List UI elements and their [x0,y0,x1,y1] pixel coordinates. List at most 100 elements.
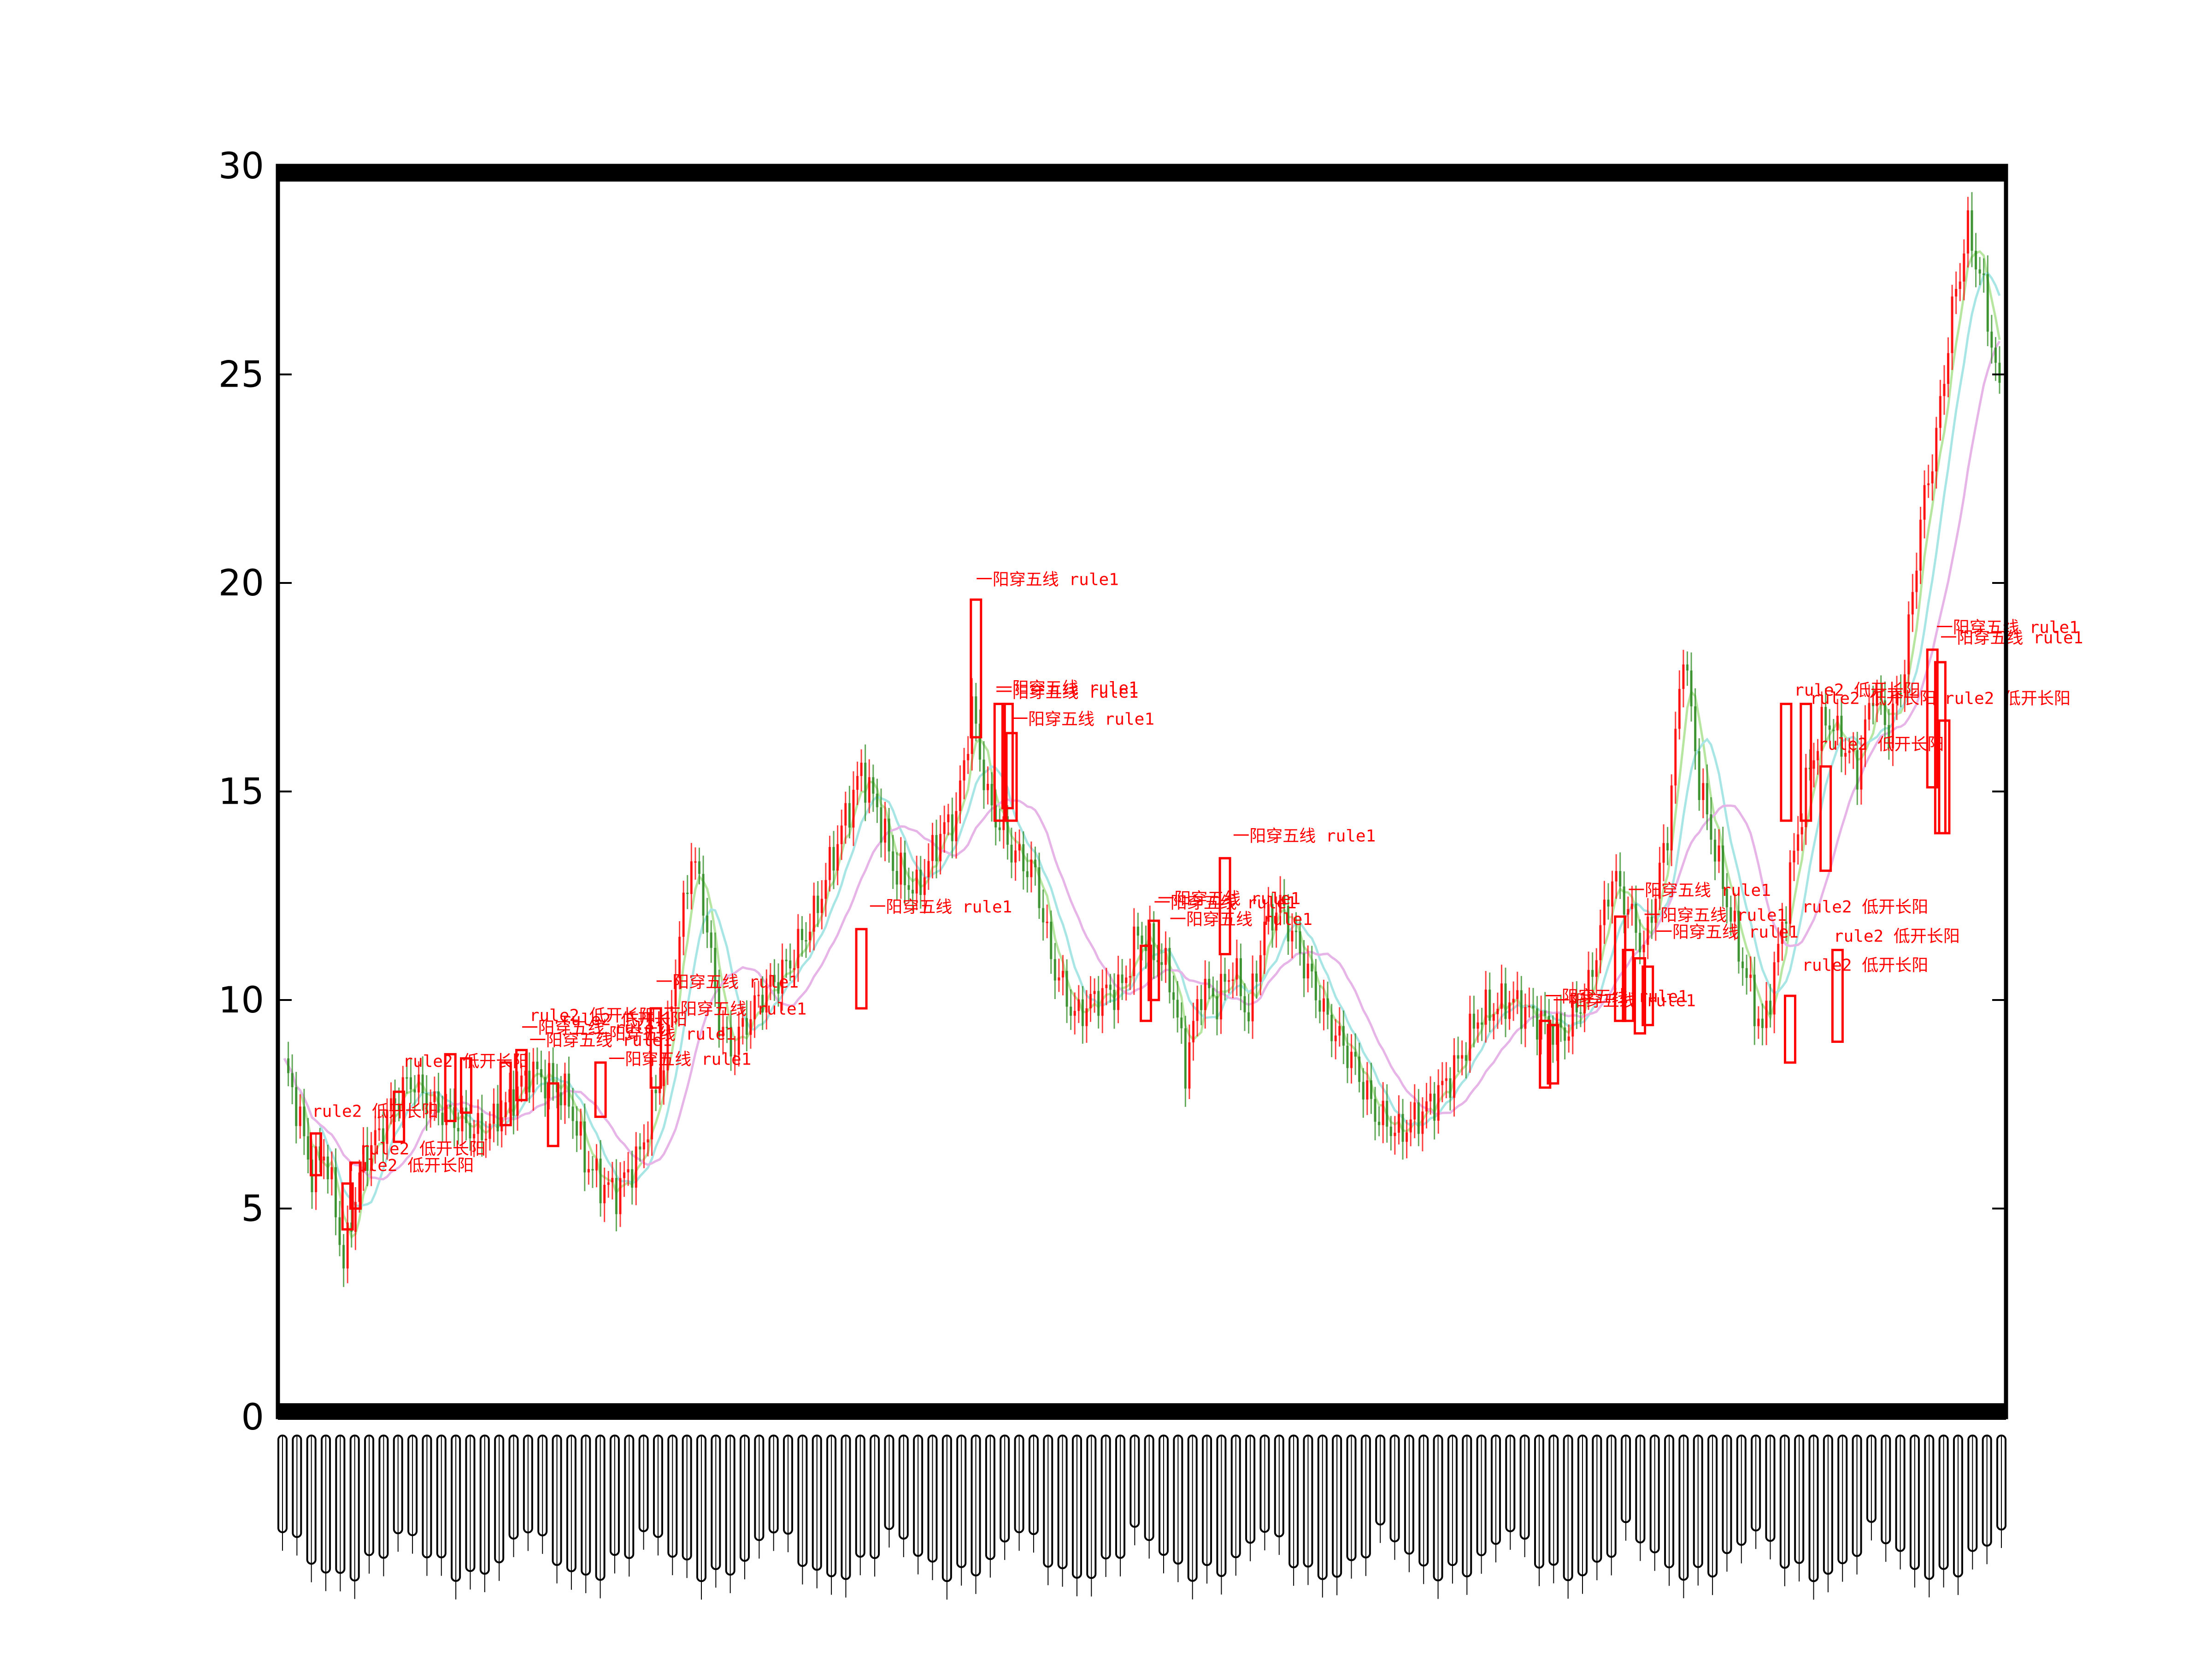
candle-body [1287,906,1289,941]
candle [1860,735,1863,805]
candle [1445,1062,1447,1099]
candle [856,761,859,805]
candle-body [1294,930,1298,932]
candle-body [1362,1082,1365,1100]
candle [1097,976,1100,1029]
candle [1247,994,1250,1034]
candle [1160,943,1163,981]
candle-body [1607,900,1610,907]
highlight-box [1005,732,1018,822]
candle [1840,697,1843,772]
candle [1638,919,1641,965]
candle [1168,937,1171,1004]
candle-body [805,940,807,941]
candle-body [1730,907,1732,922]
candle [1413,1084,1416,1138]
candle [1832,719,1835,749]
candle-body [496,1103,499,1131]
candle [1911,574,1914,632]
candle [1777,927,1780,976]
candle [714,932,717,1007]
candle [1406,1120,1408,1159]
candle [1943,365,1946,415]
annotation-label: 一阳穿五线 rule1 [1940,629,2083,647]
candle-body [1504,983,1507,1019]
candle [1757,1006,1760,1039]
candle [1484,971,1487,1043]
candle [1425,1082,1428,1129]
candle-body [354,1202,357,1232]
candle [544,1059,547,1117]
candle [1085,990,1088,1043]
candle [465,1090,468,1141]
candle-body [1939,396,1941,428]
candle [1951,285,1953,370]
candle [1224,958,1226,1000]
highlight-box [547,1082,559,1147]
candle [1457,1036,1459,1072]
candle [1816,739,1819,775]
candle-body [437,1091,440,1113]
candle [1334,1019,1337,1059]
candle [1591,952,1594,994]
candle-body [1900,693,1902,694]
candle-body [1413,1102,1416,1120]
candle [1488,972,1491,1032]
candle [635,1132,637,1206]
candle [295,1072,298,1144]
candle [1516,971,1519,1014]
candle-body [895,871,898,885]
candle-body [1579,1012,1582,1014]
candle-body [1587,970,1590,998]
candle [1283,879,1286,925]
candle [1441,1062,1444,1102]
candle-body [504,1102,507,1117]
candle-body [1630,904,1634,909]
highlight-box [349,1161,362,1210]
candle-body [1097,991,1100,1016]
candle-body [1334,1035,1337,1041]
candle-body [1374,1099,1377,1122]
candle-body [1465,1055,1467,1061]
candle [900,837,902,899]
candle-body [1927,483,1930,485]
candle [650,1077,653,1156]
candle [1287,894,1289,955]
candle [1883,681,1886,744]
candle [1228,969,1230,994]
annotation-label: 一阳穿五线 rule1 [1545,988,1688,1006]
candle-body [820,899,823,913]
candle [1219,955,1223,1034]
candle [1477,1009,1479,1043]
candle [1401,1099,1404,1160]
candle-body [848,803,851,828]
candle-body [1136,926,1140,936]
candle-body [1990,331,1993,348]
candle-body [1583,997,1586,1014]
candle [1737,892,1740,974]
candle-body [800,929,804,940]
candle [315,1132,318,1210]
candle [1394,1116,1396,1155]
candle [1117,955,1120,1024]
candle [757,980,760,1008]
candle-body [1204,979,1206,1010]
candle-body [998,827,1001,830]
candle [477,1099,479,1148]
candle [1603,881,1606,944]
candle [1824,688,1827,744]
annotation-label: 一阳穿五线 rule1 [996,679,1139,698]
candle [1311,946,1313,988]
candle-body [1346,1046,1349,1068]
candle-body [1816,751,1819,760]
candle-body [1338,1026,1341,1036]
candle-body [860,762,863,776]
candle [389,1082,393,1124]
candle [1852,732,1855,769]
candle-body [1891,703,1894,748]
candle-body [520,1075,523,1087]
annotation-label: 一阳穿五线 rule1 [608,1050,751,1069]
candle-body [753,995,756,1019]
candle-body [469,1123,471,1139]
candle-body [591,1169,594,1171]
